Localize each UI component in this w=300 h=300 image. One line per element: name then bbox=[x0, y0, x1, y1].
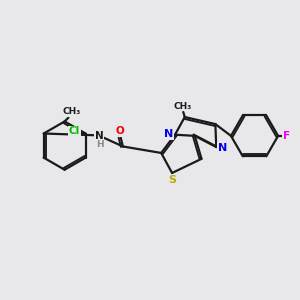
Text: N: N bbox=[95, 131, 104, 141]
Text: N: N bbox=[164, 129, 173, 139]
Text: CH₃: CH₃ bbox=[62, 107, 80, 116]
Text: CH₃: CH₃ bbox=[173, 102, 191, 111]
Text: S: S bbox=[168, 175, 176, 185]
Text: O: O bbox=[115, 126, 124, 136]
Text: N: N bbox=[218, 142, 227, 153]
Text: H: H bbox=[96, 140, 104, 148]
Text: F: F bbox=[283, 131, 290, 141]
Text: Cl: Cl bbox=[69, 126, 80, 136]
